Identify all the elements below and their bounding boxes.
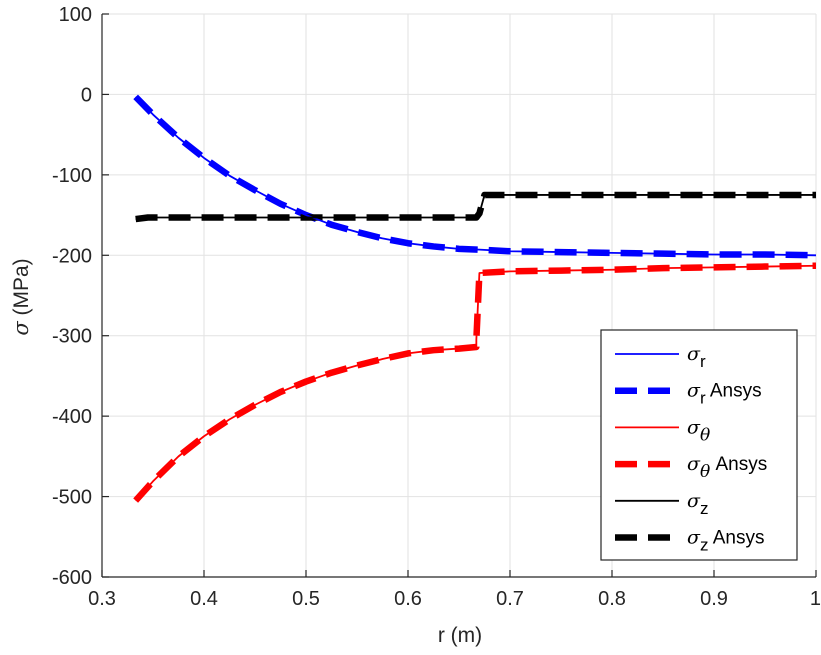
axes bbox=[101, 13, 817, 578]
y-tick-label: -200 bbox=[52, 245, 92, 267]
x-tick-label: 0.6 bbox=[394, 588, 422, 610]
x-tick-label: 0.7 bbox=[496, 588, 524, 610]
x-axis-label: r (m) bbox=[438, 624, 482, 647]
y-axis-label-unit: (MPa) bbox=[10, 258, 33, 321]
x-tick-labels: 0.3 0.4 0.5 0.6 0.7 0.8 0.9 1 bbox=[88, 588, 821, 610]
x-tick-label: 1 bbox=[810, 588, 821, 610]
y-tick-label: -600 bbox=[52, 567, 92, 589]
y-tick-label: -300 bbox=[52, 326, 92, 348]
series-line-sigma-z bbox=[135, 194, 816, 220]
legend-label-sigma-z-ansys: σz Ansys bbox=[687, 527, 764, 555]
x-tick-label: 0.4 bbox=[190, 588, 218, 610]
x-tick-label: 0.9 bbox=[700, 588, 728, 610]
x-tick-label: 0.3 bbox=[88, 588, 116, 610]
legend: σr σr Ansys σθ σθ Ansys σz σz Ansys bbox=[600, 329, 798, 561]
legend-box bbox=[600, 329, 798, 561]
y-tick-label: 100 bbox=[59, 4, 92, 26]
legend-label-sigma-theta-ansys: σθ Ansys bbox=[687, 453, 767, 482]
legend-label-sigma-theta: σθ bbox=[687, 416, 710, 445]
y-tick-label: 0 bbox=[81, 84, 92, 106]
x-tick-label: 0.5 bbox=[292, 588, 320, 610]
series-layer bbox=[133, 94, 816, 503]
series-line-sigma-r bbox=[135, 96, 816, 257]
x-tick-label: 0.8 bbox=[598, 588, 626, 610]
y-tick-label: -100 bbox=[52, 165, 92, 187]
legend-label-sigma-z: σz bbox=[687, 490, 708, 518]
y-axis-label-symbol: σ bbox=[9, 321, 33, 336]
y-axis-label: σ (MPa) bbox=[9, 258, 33, 335]
y-tick-label: -500 bbox=[52, 487, 92, 509]
legend-label-sigma-r-ansys: σr Ansys bbox=[687, 380, 762, 408]
legend-label-sigma-r: σr bbox=[687, 343, 706, 371]
y-tick-labels: 100 0 -100 -200 -300 -400 -500 -600 bbox=[52, 4, 92, 589]
series-line-sigma-theta bbox=[134, 264, 816, 502]
y-tick-label: -400 bbox=[52, 406, 92, 428]
